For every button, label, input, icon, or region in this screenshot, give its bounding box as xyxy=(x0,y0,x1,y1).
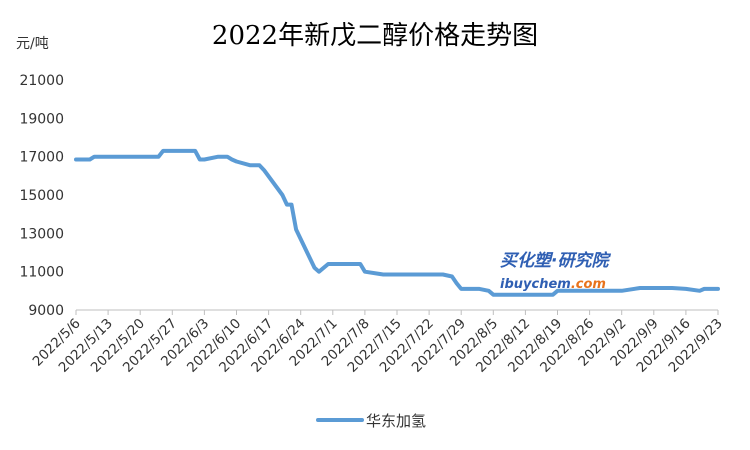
watermark-line1: 买化塑·研究院 xyxy=(500,251,611,271)
watermark-line2: ibuychem.com xyxy=(500,277,606,292)
y-axis-tick-labels: 9000 11000 13000 15000 17000 19000 21000 xyxy=(19,73,64,319)
series-line-0 xyxy=(74,148,720,297)
y-tick-label: 15000 xyxy=(19,188,64,204)
watermark-line2-main: ibuychem xyxy=(500,277,571,292)
y-tick-label: 9000 xyxy=(28,303,64,319)
series-layer xyxy=(74,148,720,297)
watermark-logo: 买化塑·研究院 ibuychem.com xyxy=(500,251,611,292)
legend: 华东加氢 xyxy=(316,412,426,430)
legend-label-huadong: 华东加氢 xyxy=(366,412,426,430)
y-tick-label: 13000 xyxy=(19,226,64,242)
y-tick-label: 19000 xyxy=(19,111,64,127)
chart-title: 2022年新戊二醇价格走势图 xyxy=(212,21,538,51)
y-tick-label: 11000 xyxy=(19,265,64,281)
x-axis-tick-labels: 2022/5/62022/5/132022/5/202022/5/272022/… xyxy=(30,310,726,376)
y-tick-label: 21000 xyxy=(19,73,64,89)
y-tick-label: 17000 xyxy=(19,150,64,166)
watermark-line2-suffix: .com xyxy=(571,277,606,292)
y-axis-unit-label: 元/吨 xyxy=(16,36,49,52)
